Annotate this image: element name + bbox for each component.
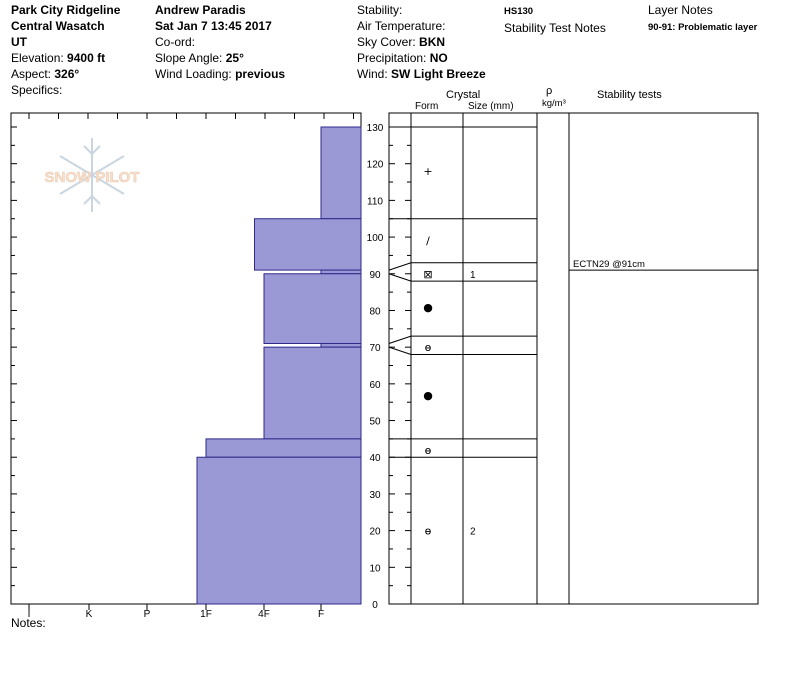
notes-label: Notes: — [11, 616, 46, 630]
hardness-axis: I K P 1F 4F F — [28, 604, 324, 620]
wind-loading-label: Wind Loading: — [155, 67, 232, 81]
specifics-label: Specifics: — [11, 83, 63, 97]
grain-form-symbol: ɵ — [425, 444, 432, 457]
wind-loading-value: previous — [235, 67, 286, 81]
header-col-2: Andrew Paradis Sat Jan 7 13:45 2017 Co-o… — [155, 2, 285, 82]
grain-form-symbol: + — [423, 165, 432, 178]
depth-tick-label: 120 — [367, 160, 384, 171]
form-heading: Form — [415, 101, 439, 112]
snowflake-icon — [59, 138, 125, 212]
sky-cover-value: BKN — [419, 35, 446, 49]
depth-tick-label: 60 — [369, 380, 381, 391]
header-col-5: Layer Notes 90-91: Problematic layer — [648, 2, 757, 36]
depth-tick-label: 40 — [369, 453, 381, 464]
precip-label: Precipitation: — [357, 51, 427, 65]
elevation-value: 9400 ft — [67, 51, 106, 65]
hardness-tick-label: I — [28, 609, 31, 620]
hardness-tick-label: 4F — [258, 609, 270, 620]
grain-form-symbol: / — [426, 235, 430, 248]
precip-value: NO — [429, 51, 448, 65]
depth-tick-label: 130 — [367, 123, 384, 134]
grain-size-label: 2 — [470, 527, 476, 538]
range-name: Central Wasatch — [11, 19, 105, 33]
hardness-tick-label: P — [144, 609, 151, 620]
sky-cover-label: Sky Cover: — [357, 35, 416, 49]
hardness-tick-label: K — [86, 609, 93, 620]
watermark-text: SNOW PILOT — [45, 169, 140, 186]
header-col-4: HS130 Stability Test Notes — [504, 2, 606, 36]
hardness-plot-ticks — [11, 113, 354, 605]
hardness-bar — [196, 456, 362, 605]
observation-datetime: Sat Jan 7 13:45 2017 — [155, 19, 272, 33]
grain-form-symbol: ɵ — [425, 341, 432, 354]
stability-test-notes-title: Stability Test Notes — [504, 21, 606, 35]
hardness-tick-label: 1F — [200, 609, 212, 620]
hardness-bars — [196, 126, 362, 605]
stability-result-label: ECTN29 @91cm — [573, 259, 645, 270]
layer-notes-title: Layer Notes — [648, 3, 713, 17]
layer-connector — [388, 262, 412, 271]
table-frame — [388, 112, 759, 605]
grain-form-symbol: ⊠ — [423, 268, 432, 281]
elevation-label: Elevation: — [11, 51, 64, 65]
wind-label: Wind: — [357, 67, 388, 81]
coord-label: Co-ord: — [155, 35, 196, 49]
depth-tick-label: 30 — [369, 490, 381, 501]
hardness-bar — [320, 269, 362, 275]
depth-tick-label: 100 — [367, 233, 384, 244]
aspect-value: 326° — [54, 67, 80, 81]
depth-tick-label: 90 — [369, 270, 381, 281]
depth-tick-label: 70 — [369, 343, 381, 354]
header-col-1: Park City Ridgeline Central Wasatch UT E… — [11, 2, 120, 98]
stability-label: Stability: — [357, 3, 403, 17]
profile-table: + / ⊠ ● ɵ ● ɵ ɵ 1 2 ECTN29 @91cm — [388, 112, 759, 605]
air-temp-label: Air Temperature: — [357, 19, 446, 33]
size-heading: Size (mm) — [468, 101, 514, 112]
depth-tick-label: 50 — [369, 417, 381, 428]
aspect-label: Aspect: — [11, 67, 52, 81]
layer-note: 90-91: Problematic layer — [648, 22, 758, 33]
depth-tick-label: 10 — [369, 563, 381, 574]
stability-tests-heading: Stability tests — [597, 89, 662, 101]
layer-connector — [388, 346, 412, 355]
hardness-bar — [254, 218, 362, 271]
wind-value: SW Light Breeze — [391, 67, 486, 81]
slope-value: 25° — [225, 51, 244, 65]
observer-name: Andrew Paradis — [155, 3, 246, 17]
hardness-bar — [263, 273, 362, 344]
depth-tick-label: 110 — [367, 196, 383, 207]
layer-connector — [388, 335, 412, 344]
hardness-bar — [320, 126, 362, 220]
grain-form-symbol: ● — [423, 389, 433, 402]
density-unit: kg/m³ — [542, 98, 566, 109]
depth-tick-label: 0 — [372, 600, 378, 611]
depth-axis: 0 10 20 30 40 50 60 70 80 90 100 110 120 130 — [367, 123, 411, 611]
grain-form-symbol: ● — [423, 301, 433, 314]
grain-form-symbol: ɵ — [425, 525, 432, 538]
header-col-3: Stability: Air Temperature: Sky Cover: B… — [357, 2, 486, 82]
crystal-heading: Crystal — [446, 89, 481, 101]
state-name: UT — [11, 35, 27, 49]
layer-connector — [388, 273, 412, 282]
hardness-bar — [205, 438, 362, 458]
snowpilot-watermark: SNOW PILOT — [44, 138, 140, 212]
hardness-tick-label: F — [318, 609, 324, 620]
hardness-bar — [263, 346, 362, 440]
location-name: Park City Ridgeline — [11, 3, 121, 17]
depth-tick-label: 20 — [369, 527, 381, 538]
hardness-bar — [320, 342, 362, 348]
depth-tick-label: 80 — [369, 306, 381, 317]
density-symbol: ρ — [546, 85, 553, 97]
slope-label: Slope Angle: — [155, 51, 223, 65]
grain-size-label: 1 — [470, 270, 476, 281]
snow-height: HS130 — [504, 6, 534, 17]
